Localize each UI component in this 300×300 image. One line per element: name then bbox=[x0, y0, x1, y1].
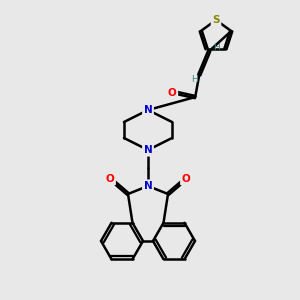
Text: N: N bbox=[144, 181, 152, 191]
Text: O: O bbox=[168, 88, 177, 98]
Text: H: H bbox=[191, 75, 198, 84]
Text: H: H bbox=[213, 43, 220, 52]
Text: S: S bbox=[212, 15, 220, 25]
Text: N: N bbox=[144, 105, 152, 115]
Text: O: O bbox=[182, 174, 190, 184]
Text: O: O bbox=[106, 174, 114, 184]
Text: N: N bbox=[144, 145, 152, 155]
